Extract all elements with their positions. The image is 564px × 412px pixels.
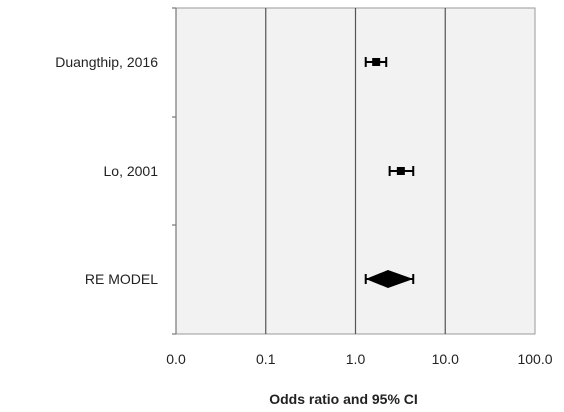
study-label: RE MODEL <box>85 271 158 287</box>
study-marks <box>364 57 415 288</box>
x-tick-label: 0.1 <box>256 351 276 367</box>
x-tick-label: 0.0 <box>166 351 186 367</box>
x-tick-label: 1.0 <box>346 351 366 367</box>
point-estimate <box>372 58 381 66</box>
study-label: Duangthip, 2016 <box>55 54 158 70</box>
x-tick-label: 10.0 <box>432 351 459 367</box>
y-axis-ticks <box>172 7 176 335</box>
x-tick-labels: 0.0 0.1 1.0 10.0 100.0 <box>166 351 552 367</box>
x-tick-label: 100.0 <box>517 351 552 367</box>
study-label: Lo, 2001 <box>104 163 159 179</box>
grid-lines <box>265 8 446 334</box>
pooled-estimate-diamond <box>365 270 414 288</box>
x-axis-label: Odds ratio and 95% CI <box>269 391 418 407</box>
point-estimate <box>396 167 405 175</box>
study-labels: Duangthip, 2016 Lo, 2001 RE MODEL <box>55 54 158 287</box>
